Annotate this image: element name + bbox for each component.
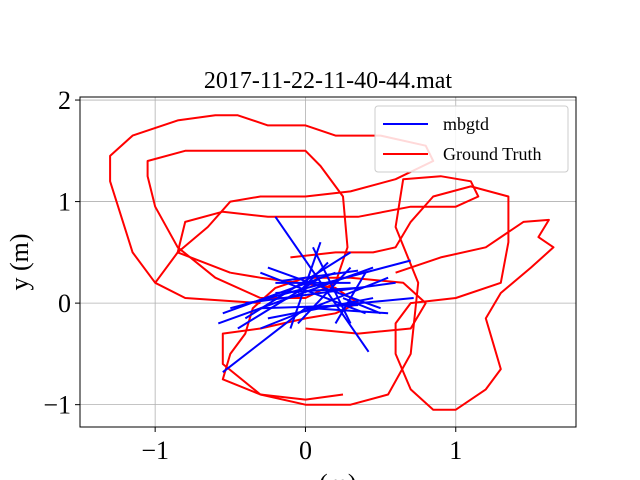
ground-truth-path-3: [290, 185, 555, 411]
series-layer: [109, 114, 555, 411]
mbgtd-segment-19: [237, 276, 322, 330]
mbgtd-segment-14: [334, 272, 367, 324]
legend-box: [374, 105, 569, 173]
y-tick-label: −1: [43, 391, 71, 420]
y-tick-label: 0: [58, 289, 71, 318]
y-tick-label: 2: [58, 86, 71, 115]
mbgtd-segment-10: [275, 286, 359, 294]
mbgtd-segment-0: [222, 307, 307, 373]
legend-label-ground-truth: Ground Truth: [443, 144, 542, 164]
y-axis-label: y (m): [5, 233, 34, 290]
x-tick-label: 1: [449, 436, 462, 465]
tick-layer: −1 0 1 −1 0 1 2: [43, 86, 462, 465]
x-axis-label: x (m): [299, 469, 356, 480]
legend: mbgtd Ground Truth: [374, 105, 569, 173]
mbgtd-segment-18: [342, 297, 381, 315]
mbgtd-segment-15: [312, 307, 389, 315]
x-tick-label: −1: [141, 436, 169, 465]
mbgtd-segment-22: [297, 261, 329, 294]
series-clip-group: [109, 114, 555, 411]
ground-truth-path-1: [146, 149, 349, 299]
ground-truth-path-4: [221, 276, 427, 401]
mbgtd-segment-16: [260, 304, 359, 310]
mbgtd-segment-20: [297, 266, 352, 325]
chart-title: 2017-11-22-11-40-44.mat: [204, 68, 453, 94]
mbgtd-segment-4: [267, 266, 381, 310]
ground-truth-path-0: [109, 114, 435, 305]
legend-label-mbgtd: mbgtd: [443, 114, 489, 134]
ground-truth-path-2: [176, 175, 480, 406]
mbgtd-segment-11: [260, 271, 366, 315]
plot-frame: [79, 96, 577, 428]
y-tick-label: 1: [58, 188, 71, 217]
x-tick-label: 0: [299, 436, 312, 465]
mbgtd-segment-23: [245, 281, 396, 305]
mbgtd-segment-21: [267, 297, 374, 320]
